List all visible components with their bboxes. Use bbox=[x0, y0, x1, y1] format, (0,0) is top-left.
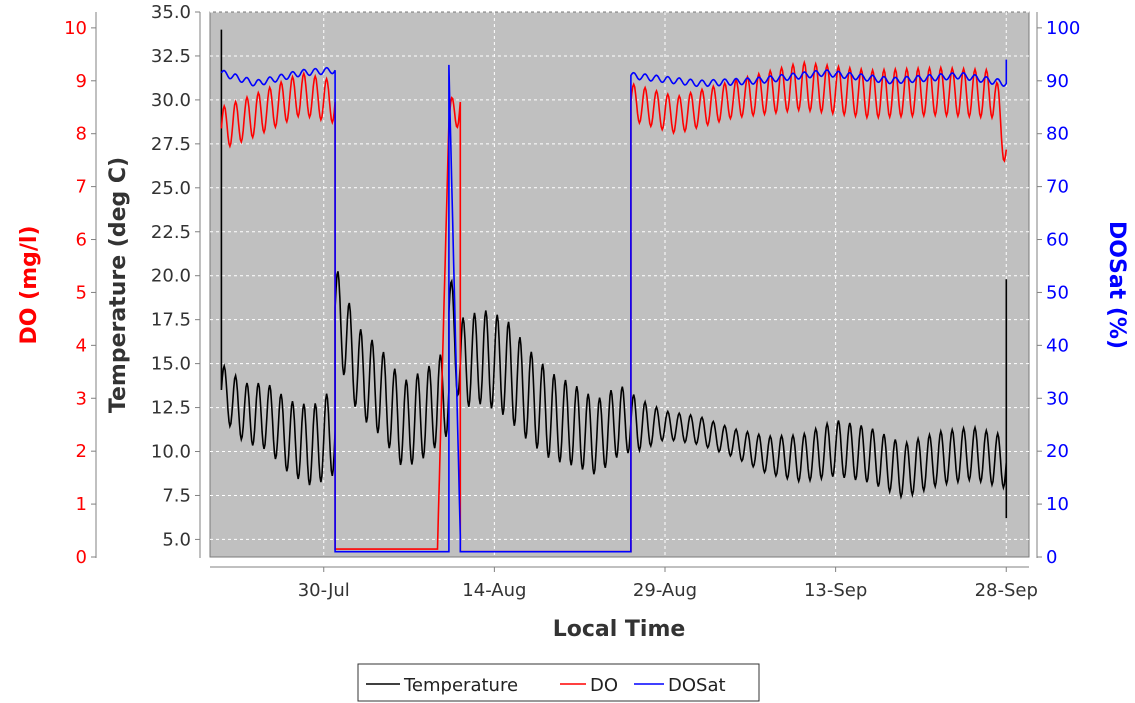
dosat-axis-tick-label: 40 bbox=[1046, 335, 1069, 356]
do-axis-tick-label: 1 bbox=[76, 494, 87, 515]
dosat-axis-tick-label: 0 bbox=[1046, 547, 1057, 568]
do-axis-tick-label: 9 bbox=[76, 71, 87, 92]
series-line-dosat bbox=[220, 59, 1008, 553]
legend-label-do: DO bbox=[590, 675, 618, 696]
legend-label-temperature: Temperature bbox=[403, 675, 518, 696]
temperature-axis-tick-label: 17.5 bbox=[151, 310, 191, 331]
dosat-axis-tick-label: 10 bbox=[1046, 494, 1069, 515]
dosat-axis-tick-label: 50 bbox=[1046, 282, 1069, 303]
do-axis-tick-label: 3 bbox=[76, 388, 87, 409]
do-axis-title: DO (mg/l) bbox=[17, 226, 42, 345]
legend: Temperature DO DOSat bbox=[357, 663, 760, 702]
temperature-axis-tick-label: 22.5 bbox=[151, 222, 191, 243]
do-axis-ticks: 0 1 2 3 4 5 6 7 8 9 10 bbox=[64, 18, 96, 568]
x-axis-tick-label: 13-Sep bbox=[804, 580, 867, 601]
x-axis-title: Local Time bbox=[553, 617, 686, 642]
temperature-axis-tick-label: 20.0 bbox=[151, 266, 191, 287]
do-axis-tick-label: 5 bbox=[76, 282, 87, 303]
dosat-axis-title: DOSat (%) bbox=[1104, 221, 1129, 349]
temperature-axis-ticks: 5.0 7.5 10.0 12.5 15.0 17.5 20.0 22.5 25.0 27.5 30… bbox=[151, 2, 200, 550]
do-axis-tick-label: 10 bbox=[64, 18, 87, 39]
x-axis-ticks: 30-Jul 14-Aug 29-Aug 13-Sep 28-Sep bbox=[298, 567, 1038, 601]
legend-label-dosat: DOSat bbox=[668, 675, 726, 696]
dosat-axis-tick-label: 30 bbox=[1046, 388, 1069, 409]
x-axis-tick-label: 30-Jul bbox=[298, 580, 350, 601]
series-lines bbox=[220, 29, 1008, 553]
temperature-axis-tick-label: 30.0 bbox=[151, 90, 191, 111]
dosat-axis-tick-label: 90 bbox=[1046, 71, 1069, 92]
legend-box bbox=[357, 663, 760, 702]
x-axis-tick-label: 29-Aug bbox=[633, 580, 697, 601]
temperature-axis-tick-label: 27.5 bbox=[151, 134, 191, 155]
temperature-axis-tick-label: 10.0 bbox=[151, 442, 191, 463]
series-line-temperature bbox=[220, 29, 1008, 519]
do-axis-tick-label: 7 bbox=[76, 177, 87, 198]
do-axis-tick-label: 0 bbox=[76, 547, 87, 568]
temperature-axis-tick-label: 25.0 bbox=[151, 178, 191, 199]
do-axis-tick-label: 4 bbox=[76, 335, 87, 356]
dosat-axis-tick-label: 80 bbox=[1046, 124, 1069, 145]
x-axis-tick-label: 28-Sep bbox=[975, 580, 1038, 601]
dosat-axis-tick-label: 20 bbox=[1046, 441, 1069, 462]
dosat-axis-tick-label: 100 bbox=[1046, 18, 1080, 39]
temperature-axis-tick-label: 5.0 bbox=[162, 529, 191, 550]
temperature-axis-title: Temperature (deg C) bbox=[106, 157, 131, 413]
temperature-axis-tick-label: 35.0 bbox=[151, 2, 191, 23]
do-axis-tick-label: 2 bbox=[76, 441, 87, 462]
x-axis-tick-label: 14-Aug bbox=[462, 580, 526, 601]
temperature-axis-tick-label: 15.0 bbox=[151, 354, 191, 375]
dosat-axis-tick-label: 60 bbox=[1046, 230, 1069, 251]
do-axis-tick-label: 6 bbox=[76, 230, 87, 251]
temperature-axis-tick-label: 7.5 bbox=[162, 485, 191, 506]
dosat-axis-tick-label: 70 bbox=[1046, 177, 1069, 198]
dosat-axis-ticks: 0 10 20 30 40 50 60 70 80 90 100 bbox=[1037, 18, 1080, 568]
temperature-axis-tick-label: 32.5 bbox=[151, 46, 191, 67]
temperature-axis-tick-label: 12.5 bbox=[151, 398, 191, 419]
do-axis-tick-label: 8 bbox=[76, 124, 87, 145]
